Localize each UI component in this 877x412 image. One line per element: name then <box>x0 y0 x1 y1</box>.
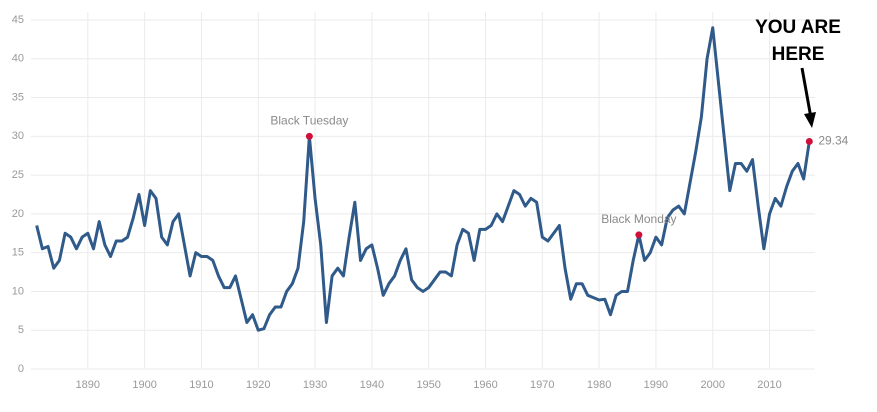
x-tick-label: 2010 <box>757 379 781 391</box>
y-tick-label: 10 <box>12 285 24 297</box>
point-label: Black Tuesday <box>270 114 348 128</box>
x-tick-label: 1980 <box>587 379 611 391</box>
y-tick-label: 35 <box>12 91 24 103</box>
y-tick-label: 30 <box>12 130 24 142</box>
point-label: Black Monday <box>601 212 676 226</box>
y-tick-label: 45 <box>12 14 24 26</box>
y-tick-label: 40 <box>12 53 24 65</box>
x-tick-label: 2000 <box>700 379 724 391</box>
annotation-line: YOU ARE <box>755 17 841 38</box>
line-series <box>35 26 811 332</box>
x-tick-label: 1930 <box>303 379 327 391</box>
arrow-head <box>804 112 816 128</box>
y-tick-label: 0 <box>18 363 24 375</box>
y-tick-label: 15 <box>12 247 24 259</box>
x-tick-label: 1910 <box>189 379 213 391</box>
arrow <box>800 67 813 119</box>
x-tick-label: 1970 <box>530 379 554 391</box>
annotation-line: HERE <box>772 44 825 65</box>
y-tick-label: 20 <box>12 208 24 220</box>
y-tick-label: 5 <box>18 324 24 336</box>
x-tick-label: 1890 <box>76 379 100 391</box>
point-value-label: 29.34 <box>818 134 848 148</box>
x-tick-label: 1990 <box>644 379 668 391</box>
x-tick-label: 1960 <box>473 379 497 391</box>
x-tick-label: 1920 <box>246 379 270 391</box>
point-marker <box>305 132 313 140</box>
point-marker <box>635 231 643 239</box>
point-marker <box>805 137 813 145</box>
x-tick-label: 1950 <box>416 379 440 391</box>
y-tick-label: 25 <box>12 169 24 181</box>
x-tick-label: 1900 <box>132 379 156 391</box>
x-tick-label: 1940 <box>360 379 384 391</box>
